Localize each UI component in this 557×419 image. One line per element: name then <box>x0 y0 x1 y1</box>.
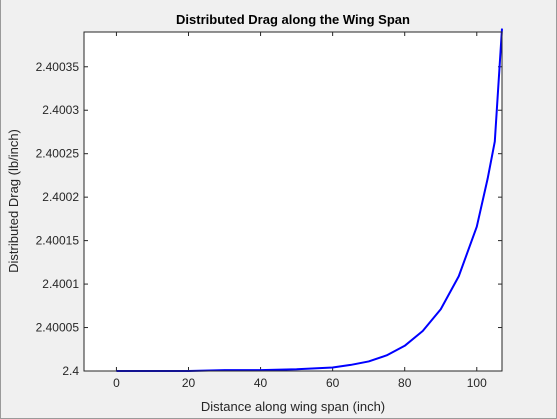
plot-marks: 0 20 40 60 80 100 2.4 2.40005 2.4001 2.40015 2.400… <box>36 28 503 390</box>
y-tick-label: 2.4001 <box>42 277 79 291</box>
y-tick-label: 2.4003 <box>42 103 79 117</box>
y-axis-label: Distributed Drag (lb/inch) <box>6 129 21 273</box>
x-tick-label: 20 <box>182 376 196 390</box>
y-tick-label: 2.40035 <box>36 60 80 74</box>
chart-title: Distributed Drag along the Wing Span <box>176 12 410 27</box>
axes-box <box>83 31 503 372</box>
y-tick-label: 2.4 <box>62 364 79 378</box>
x-axis-label: Distance along wing span (inch) <box>201 399 385 414</box>
y-tick-label: 2.40015 <box>36 234 80 248</box>
y-tick-label: 2.4002 <box>42 190 79 204</box>
x-tick-label: 80 <box>398 376 412 390</box>
x-tick-label: 0 <box>113 376 120 390</box>
plot-area <box>84 32 502 371</box>
y-tick-label: 2.40025 <box>36 147 80 161</box>
y-tick-label: 2.40005 <box>36 321 80 335</box>
series-line <box>116 28 503 372</box>
x-tick-label: 40 <box>254 376 268 390</box>
window-frame-left <box>0 0 1 419</box>
x-tick-label: 100 <box>467 376 487 390</box>
x-tick-label: 60 <box>326 376 340 390</box>
